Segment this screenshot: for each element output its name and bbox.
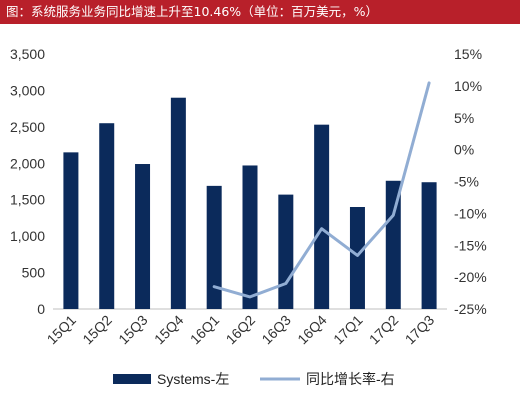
growth-rate-line — [212, 81, 431, 299]
y-left-tick-label: 2,500 — [10, 119, 45, 135]
bar-15Q1 — [63, 152, 79, 309]
bar-15Q2 — [99, 123, 115, 309]
y-right-tick-label: -10% — [454, 205, 487, 221]
y-left-tick-label: 3,500 — [10, 46, 45, 62]
y-right-tick-label: 10% — [454, 78, 482, 94]
y-right-tick-label: -15% — [454, 237, 487, 253]
line-layer — [212, 81, 431, 299]
y-left-tick-label: 0 — [37, 301, 45, 317]
legend-swatch-systems — [113, 374, 151, 384]
y-left-tick-label: 1,500 — [10, 192, 45, 208]
x-tick-label: 16Q1 — [187, 312, 223, 348]
x-tick-label: 15Q1 — [43, 312, 79, 348]
y-right-tick-label: -25% — [454, 301, 487, 317]
y-right-tick-label: 0% — [454, 142, 474, 158]
y-left-tick-label: 3,000 — [10, 82, 45, 98]
bar-16Q2 — [242, 165, 258, 309]
bar-17Q3 — [421, 182, 437, 309]
y-right-tick-label: -5% — [454, 174, 479, 190]
bar-16Q4 — [314, 124, 330, 310]
y-left-tick-label: 500 — [22, 265, 46, 281]
bars-layer — [63, 97, 437, 310]
x-tick-label: 15Q4 — [151, 312, 187, 348]
legend-label-systems: Systems-左 — [157, 371, 229, 387]
x-tick-label: 17Q3 — [402, 312, 438, 348]
bar-16Q3 — [278, 194, 294, 309]
x-tick-label: 16Q4 — [294, 312, 330, 348]
y-right-tick-label: 15% — [454, 46, 482, 62]
legend: Systems-左 同比增长率-右 — [113, 371, 395, 387]
bar-15Q4 — [170, 97, 186, 309]
y-left-tick-label: 2,000 — [10, 155, 45, 171]
y-left-tick-label: 1,000 — [10, 228, 45, 244]
y-right-tick-label: -20% — [454, 269, 487, 285]
chart: 0 500 1,000 1,500 2,000 2,500 3,000 3,500 -25% -2… — [10, 46, 487, 387]
bar-15Q3 — [135, 164, 151, 309]
x-tick-label: 16Q3 — [258, 312, 294, 348]
x-tick-label: 15Q3 — [115, 312, 151, 348]
legend-label-growth: 同比增长率-右 — [306, 371, 395, 387]
x-tick-label: 15Q2 — [79, 312, 115, 348]
bar-16Q1 — [206, 185, 222, 309]
x-tick-label: 17Q2 — [366, 312, 402, 348]
bar-17Q1 — [349, 207, 365, 309]
chart-title: 图：系统服务业务同比增速上升至10.46%（单位：百万美元，%） — [0, 0, 520, 24]
x-tick-label: 16Q2 — [223, 312, 259, 348]
y-right-tick-label: 5% — [454, 110, 474, 126]
x-tick-label: 17Q1 — [330, 312, 366, 348]
bar-17Q2 — [385, 180, 401, 309]
